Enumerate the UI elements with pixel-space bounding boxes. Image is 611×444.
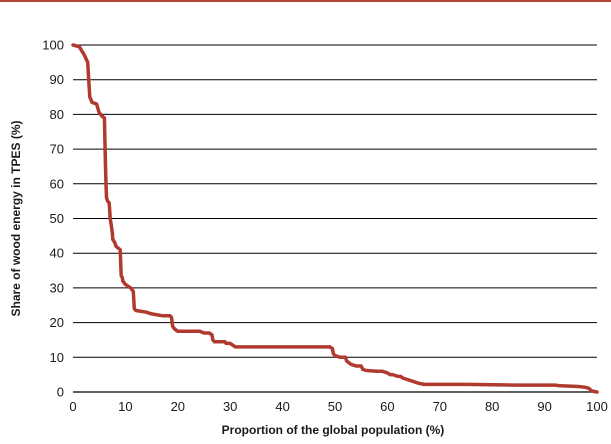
x-axis-title: Proportion of the global population (%) xyxy=(222,423,445,437)
y-tick-label: 50 xyxy=(50,211,64,226)
y-tick-label: 70 xyxy=(50,142,64,157)
y-tick-label: 0 xyxy=(57,385,64,400)
y-tick-label: 100 xyxy=(42,38,64,53)
top-accent-rule xyxy=(0,0,611,2)
x-tick-labels: 0 10 20 30 40 50 60 70 80 90 100 xyxy=(69,399,607,414)
y-tick-label: 90 xyxy=(50,72,64,87)
x-tick-label: 70 xyxy=(433,399,447,414)
x-tick-label: 90 xyxy=(537,399,551,414)
x-tick-label: 20 xyxy=(171,399,185,414)
y-axis-title: Share of wood energy in TPES (%) xyxy=(9,120,23,316)
x-tick-label: 0 xyxy=(69,399,76,414)
y-tick-label: 80 xyxy=(50,107,64,122)
y-tick-label: 10 xyxy=(50,350,64,365)
x-tick-label: 10 xyxy=(118,399,132,414)
y-tick-label: 40 xyxy=(50,246,64,261)
x-tick-label: 50 xyxy=(328,399,342,414)
y-tick-label: 60 xyxy=(50,176,64,191)
x-tick-label: 60 xyxy=(380,399,394,414)
gridlines xyxy=(73,44,597,393)
series-layer xyxy=(71,43,599,394)
series-line-0 xyxy=(71,43,599,394)
x-tick-label: 100 xyxy=(586,399,608,414)
y-tick-label: 30 xyxy=(50,280,64,295)
x-tick-label: 30 xyxy=(223,399,237,414)
y-tick-labels: 0 10 20 30 40 50 60 70 80 90 100 xyxy=(42,38,64,400)
x-tick-label: 80 xyxy=(485,399,499,414)
x-tick-label: 40 xyxy=(275,399,289,414)
y-tick-label: 20 xyxy=(50,315,64,330)
